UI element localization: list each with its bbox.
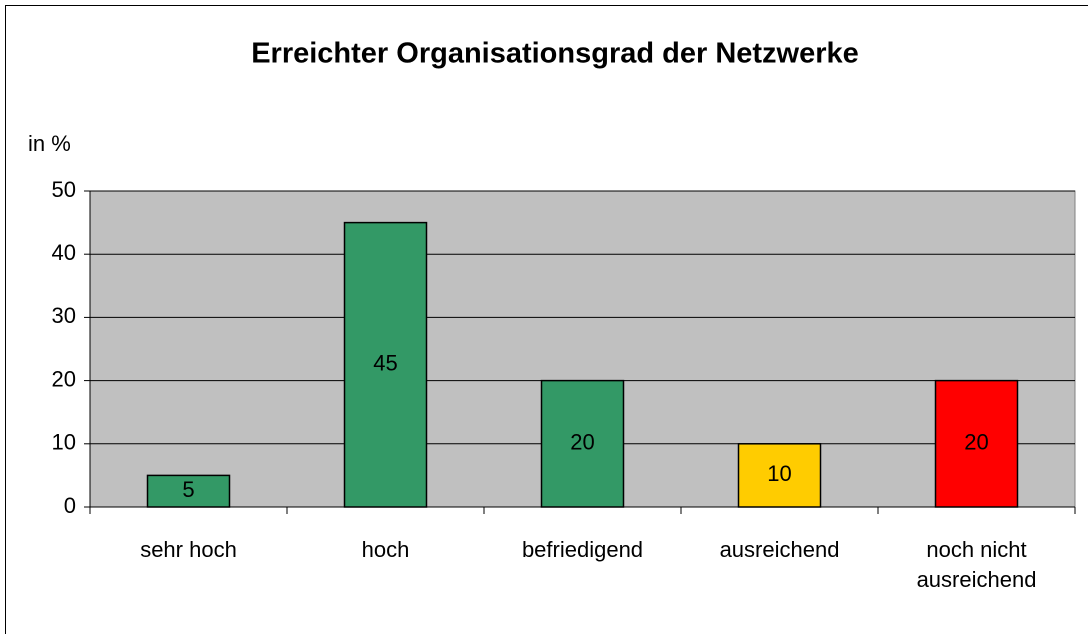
x-tick-label: befriedigend: [521, 537, 644, 562]
x-tick-label: hoch: [361, 537, 410, 562]
data-label: 5: [182, 477, 194, 502]
y-tick-label: 50: [52, 177, 76, 202]
data-label: 45: [373, 351, 397, 376]
bar: [934, 379, 1019, 508]
x-tick-label: ausreichend: [719, 537, 840, 562]
data-label: 20: [964, 430, 988, 455]
bar: [737, 443, 822, 508]
bar: [343, 221, 428, 508]
x-tick-label: sehr hoch: [140, 537, 237, 562]
y-tick-label: 0: [64, 493, 76, 518]
y-tick-label: 20: [52, 366, 76, 391]
y-tick-label: 10: [52, 430, 76, 455]
data-label: 10: [767, 461, 791, 486]
x-tick-label: noch nicht ausreichend: [916, 537, 1037, 592]
y-tick-label: 30: [52, 303, 76, 328]
chart-title: Erreichter Organisationsgrad der Netzwer…: [251, 38, 859, 70]
data-label: 20: [570, 430, 594, 455]
y-axis-label: in %: [28, 131, 71, 156]
bar: [146, 474, 231, 508]
bar: [540, 379, 625, 508]
y-tick-label: 40: [52, 240, 76, 265]
